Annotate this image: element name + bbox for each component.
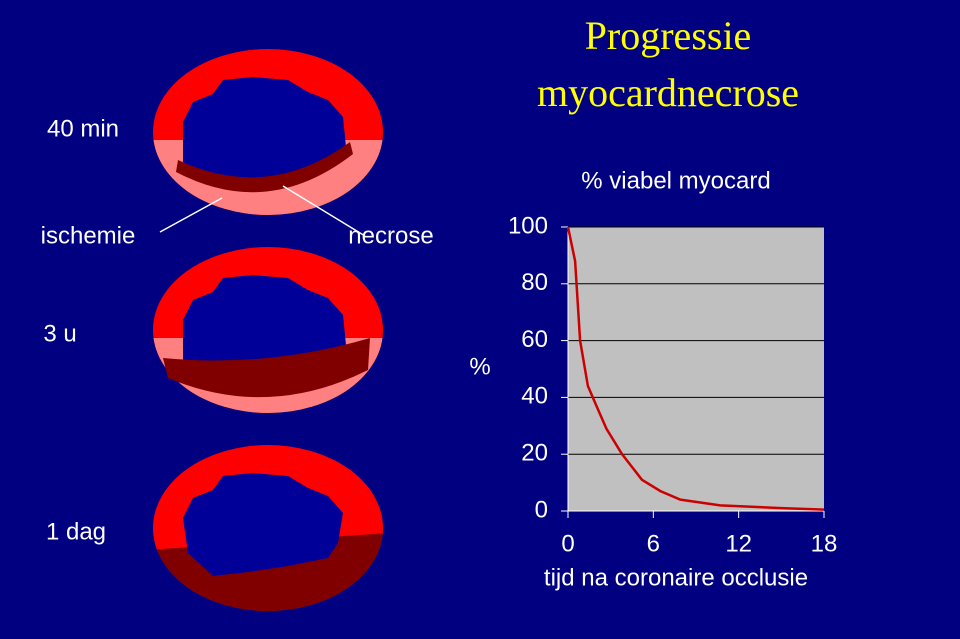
chart-title: % viabel myocard bbox=[581, 167, 770, 194]
heart-1 bbox=[148, 49, 388, 230]
y-axis-label: % bbox=[469, 353, 490, 380]
y-tick-label: 100 bbox=[508, 212, 548, 239]
stage-label: 3 u bbox=[43, 320, 76, 347]
title-line: Progressie bbox=[585, 13, 752, 58]
x-tick-label: 0 bbox=[561, 530, 574, 557]
heart-2 bbox=[148, 247, 388, 428]
stage-label: 1 dag bbox=[46, 518, 106, 545]
x-tick-label: 18 bbox=[811, 530, 838, 557]
y-tick-label: 60 bbox=[521, 326, 548, 353]
x-axis-label: tijd na coronaire occlusie bbox=[544, 564, 808, 591]
x-tick-label: 6 bbox=[647, 530, 660, 557]
y-tick-label: 40 bbox=[521, 383, 548, 410]
data-line bbox=[566, 226, 825, 511]
annotation: necrose bbox=[348, 222, 433, 249]
plot-area bbox=[568, 227, 824, 511]
x-tick-label: 12 bbox=[725, 530, 752, 557]
y-tick-label: 80 bbox=[521, 269, 548, 296]
y-tick-label: 0 bbox=[535, 496, 548, 523]
annotation: ischemie bbox=[41, 222, 136, 249]
y-tick-label: 20 bbox=[521, 440, 548, 467]
title-line: myocardnecrose bbox=[537, 70, 799, 115]
pointer-line bbox=[159, 197, 223, 233]
stage-label: 40 min bbox=[47, 115, 119, 142]
pointer-line bbox=[282, 185, 366, 237]
